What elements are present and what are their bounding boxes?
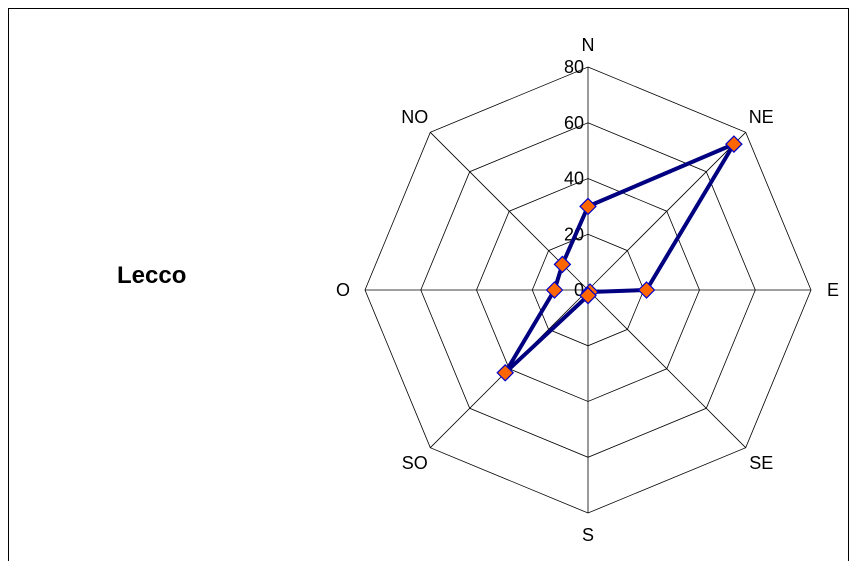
tick-label-40: 40 — [564, 169, 584, 189]
category-label-O: O — [336, 280, 350, 300]
spoke-SE — [587, 289, 746, 448]
tick-label-80: 80 — [564, 57, 584, 77]
data-point-SO — [496, 363, 515, 382]
data-point-O — [545, 281, 564, 299]
chart-frame — [8, 8, 849, 561]
data-point-N — [579, 197, 597, 216]
data-point-NO — [553, 255, 572, 274]
data-point-S — [579, 286, 597, 305]
category-label-NO: NO — [401, 107, 428, 127]
category-label-SE: SE — [749, 453, 773, 473]
category-label-N: N — [582, 35, 595, 55]
category-label-NE: NE — [749, 107, 774, 127]
category-label-S: S — [582, 525, 594, 545]
spoke-NE — [587, 132, 746, 291]
tick-label-60: 60 — [564, 113, 584, 133]
tick-label-0: 0 — [574, 280, 584, 300]
category-label-SO: SO — [402, 453, 428, 473]
data-point-NE — [725, 135, 743, 153]
category-label-E: E — [827, 280, 839, 300]
data-point-E — [637, 281, 656, 299]
chart-title: Lecco — [117, 262, 187, 289]
